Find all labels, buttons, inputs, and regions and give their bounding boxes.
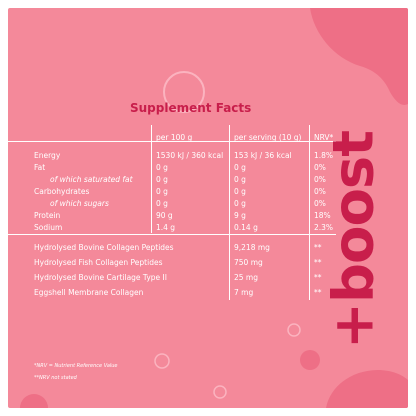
column-header-per-serving: per serving (10 g) [234,133,302,142]
row-label-protein: Protein [34,211,61,220]
fat-per-100g: 0 g [156,163,168,172]
sugars-per-100g: 0 g [156,199,168,208]
energy-nrv: 1.8% [314,151,334,160]
table-header-divider [8,141,336,142]
column-header-nrv: NRV* [314,133,334,142]
fat-nrv: 0% [314,163,326,172]
corner-blob [310,8,408,105]
protein-per-100g: 90 g [156,211,173,220]
column-divider [309,125,310,300]
fat-per-serving: 0 g [234,163,246,172]
row-label-carbohydrates: Carbohydrates [34,187,90,196]
sodium-nrv: 2.3% [314,223,334,232]
sodium-per-serving: 0.14 g [234,223,258,232]
eggshell-membrane-per-serving: 7 mg [234,288,254,297]
carbohydrates-per-serving: 0 g [234,187,246,196]
sugars-per-serving: 0 g [234,199,246,208]
bovine-cartilage-nrv: ** [314,273,322,282]
table-section-divider [8,234,336,235]
brand-logo-text: +boost [321,130,387,350]
bubble-outline [287,323,301,337]
carbohydrates-nrv: 0% [314,187,326,196]
row-label-fish-collagen: Hydrolysed Fish Collagen Peptides [34,258,163,267]
eggshell-membrane-nrv: ** [314,288,322,297]
bottom-blob [326,370,408,408]
bubble-outline [213,385,227,399]
protein-nrv: 18% [314,211,331,220]
bottom-left-blob [20,394,48,408]
nutrition-table: per 100 g per serving (10 g) NRV* Energy… [8,8,408,408]
bovine-cartilage-per-serving: 25 mg [234,273,258,282]
bubble-outline [154,353,170,369]
row-label-sodium: Sodium [34,223,63,232]
row-label-bovine-collagen: Hydrolysed Bovine Collagen Peptides [34,243,174,252]
fish-collagen-per-serving: 750 mg [234,258,263,267]
saturated-fat-per-100g: 0 g [156,175,168,184]
energy-per-serving: 153 kJ / 36 kcal [234,151,292,160]
saturated-fat-per-serving: 0 g [234,175,246,184]
decorative-background-shapes [20,8,408,408]
row-label-fat: Fat [34,163,46,172]
row-label-energy: Energy [34,151,61,160]
row-label-saturated-fat: of which saturated fat [50,175,133,184]
bubble-solid [300,350,320,370]
protein-per-serving: 9 g [234,211,246,220]
sodium-per-100g: 1.4 g [156,223,176,232]
row-label-sugars: of which sugars [50,199,109,208]
footnote-nrv-not-stated: **NRV not stated [34,375,77,381]
column-divider [229,125,230,300]
footnote-nrv-definition: *NRV = Nutrient Reference Value [34,363,118,369]
supplement-facts-panel: Supplement Facts per 100 g per serving (… [8,8,408,408]
panel-title: Supplement Facts [130,101,252,115]
carbohydrates-per-100g: 0 g [156,187,168,196]
bovine-collagen-nrv: ** [314,243,322,252]
bovine-collagen-per-serving: 9,218 mg [234,243,270,252]
row-label-bovine-cartilage: Hydrolysed Bovine Cartilage Type II [34,273,167,282]
energy-per-100g: 1530 kJ / 360 kcal [156,151,224,160]
bubble-outline [163,71,205,113]
sugars-nrv: 0% [314,199,326,208]
fish-collagen-nrv: ** [314,258,322,267]
saturated-fat-nrv: 0% [314,175,326,184]
column-header-per-100g: per 100 g [156,133,193,142]
column-divider [151,125,152,233]
row-label-eggshell-membrane: Eggshell Membrane Collagen [34,288,144,297]
